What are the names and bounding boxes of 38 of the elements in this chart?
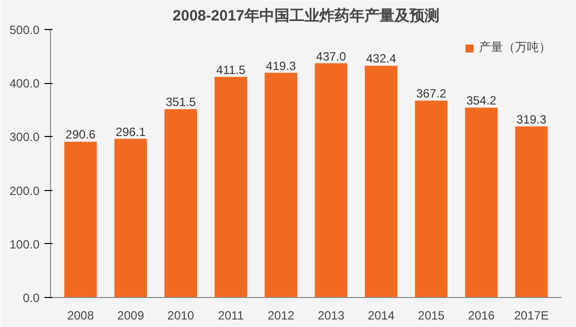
x-tick-label: 2008 bbox=[67, 308, 94, 322]
bar bbox=[214, 76, 248, 298]
y-tick-label: 500.0 bbox=[9, 23, 40, 37]
bar bbox=[64, 142, 97, 298]
x-tick-label: 2012 bbox=[268, 308, 295, 322]
bar bbox=[364, 66, 398, 298]
bar bbox=[314, 63, 348, 298]
data-label: 351.5 bbox=[166, 95, 196, 110]
y-tick-label: 300.0 bbox=[9, 130, 40, 144]
legend-label: 产量（万吨） bbox=[479, 39, 551, 56]
y-tick-label: 0.0 bbox=[22, 291, 40, 305]
data-label: 419.3 bbox=[266, 58, 296, 73]
data-label: 354.2 bbox=[466, 94, 497, 108]
bar bbox=[414, 100, 448, 298]
data-label: 296.1 bbox=[116, 124, 146, 139]
data-label: 290.6 bbox=[66, 128, 96, 142]
chart-title: 2008-2017年中国工业炸药年产量及预测 bbox=[172, 8, 440, 24]
bar bbox=[465, 108, 498, 298]
x-tick-label: 2014 bbox=[368, 308, 395, 322]
x-tick-label: 2009 bbox=[117, 308, 144, 322]
bar bbox=[515, 126, 548, 298]
x-tick-label: 2011 bbox=[218, 308, 244, 322]
y-tick-label: 400.0 bbox=[9, 76, 40, 91]
x-tick-label: 2016 bbox=[468, 308, 496, 322]
bar bbox=[114, 138, 147, 298]
y-tick-label: 200.0 bbox=[9, 184, 40, 198]
data-label: 367.2 bbox=[416, 86, 447, 101]
x-tick-label: 2010 bbox=[167, 308, 194, 322]
x-tick-label: 2015 bbox=[418, 308, 445, 322]
data-label: 411.5 bbox=[216, 62, 246, 77]
x-tick-label: 2013 bbox=[318, 308, 345, 322]
y-tick-label: 100.0 bbox=[9, 237, 40, 252]
data-label: 432.4 bbox=[366, 52, 396, 66]
bar bbox=[264, 72, 298, 298]
data-label: 437.0 bbox=[316, 49, 346, 64]
data-label: 319.3 bbox=[516, 112, 547, 126]
x-tick-label: 2017E bbox=[514, 308, 549, 322]
bar bbox=[164, 109, 198, 298]
